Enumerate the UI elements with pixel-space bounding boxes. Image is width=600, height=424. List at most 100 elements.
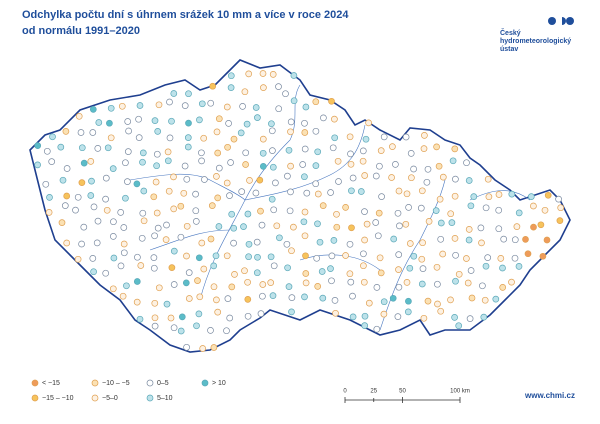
station <box>133 278 141 285</box>
station <box>544 191 552 199</box>
station <box>62 128 70 135</box>
station <box>499 284 507 291</box>
station <box>328 97 335 105</box>
station <box>195 254 203 262</box>
station <box>182 279 190 287</box>
station <box>185 295 193 302</box>
station <box>314 220 321 228</box>
station <box>162 236 170 243</box>
station <box>200 265 208 273</box>
station <box>420 145 428 152</box>
scale-label: 50 <box>399 389 406 395</box>
station <box>259 135 267 143</box>
station <box>139 149 147 157</box>
station <box>259 149 267 157</box>
station <box>43 147 51 155</box>
station <box>419 265 427 272</box>
station <box>361 208 368 215</box>
station <box>227 72 235 80</box>
station <box>210 262 218 270</box>
station <box>167 314 175 322</box>
station <box>556 217 564 224</box>
station <box>360 262 367 270</box>
station <box>210 344 218 351</box>
station <box>110 254 118 262</box>
legend-swatch <box>31 394 39 402</box>
station <box>320 114 327 122</box>
station <box>447 210 455 218</box>
station <box>527 193 535 200</box>
station <box>312 180 320 188</box>
station <box>467 267 475 274</box>
station <box>333 223 341 231</box>
station <box>301 119 308 127</box>
station <box>314 148 322 156</box>
station <box>284 172 291 180</box>
logo-text: hydrometeorologický <box>500 38 571 45</box>
station <box>103 206 111 214</box>
station <box>284 264 291 272</box>
station <box>228 210 236 218</box>
station <box>151 322 159 330</box>
station <box>388 174 395 181</box>
station <box>268 120 275 128</box>
station <box>242 149 250 157</box>
station <box>139 158 146 166</box>
station <box>226 192 233 199</box>
legend-label: 0–5 <box>157 380 169 387</box>
station <box>214 308 222 316</box>
station <box>434 300 441 308</box>
logo-text: Český <box>500 28 521 37</box>
station <box>154 128 162 135</box>
station <box>347 160 355 168</box>
station <box>244 210 252 218</box>
station <box>227 159 234 166</box>
station <box>215 164 223 172</box>
station <box>418 280 426 288</box>
station <box>228 283 236 291</box>
station <box>377 269 385 277</box>
station <box>185 269 193 276</box>
legend-swatch <box>146 379 154 387</box>
station <box>120 224 128 231</box>
station <box>120 249 128 257</box>
station <box>497 255 505 262</box>
station <box>299 161 307 168</box>
station <box>361 236 368 244</box>
station <box>42 180 50 188</box>
station <box>183 252 190 260</box>
station <box>396 222 403 230</box>
station <box>135 115 142 123</box>
station <box>511 236 519 244</box>
station <box>410 165 417 173</box>
station <box>223 103 231 111</box>
legend-swatch <box>201 379 209 387</box>
logo-text: ústav <box>500 46 518 53</box>
station <box>283 240 291 248</box>
station <box>259 70 267 77</box>
station <box>102 269 110 277</box>
station <box>374 232 382 240</box>
station <box>302 270 310 277</box>
station <box>181 102 189 109</box>
station <box>49 133 56 141</box>
station <box>555 195 562 203</box>
station <box>184 134 192 141</box>
station <box>405 204 412 211</box>
station <box>312 98 320 106</box>
station <box>34 142 42 149</box>
station <box>286 207 294 215</box>
station <box>301 145 309 153</box>
station <box>376 254 384 262</box>
station <box>224 143 231 151</box>
station <box>241 267 248 275</box>
station <box>123 282 130 290</box>
station <box>437 307 445 315</box>
station <box>288 308 295 316</box>
station <box>402 220 410 228</box>
station <box>357 188 365 195</box>
station <box>433 143 440 151</box>
station <box>543 236 551 244</box>
station <box>439 173 447 181</box>
station <box>334 157 342 165</box>
